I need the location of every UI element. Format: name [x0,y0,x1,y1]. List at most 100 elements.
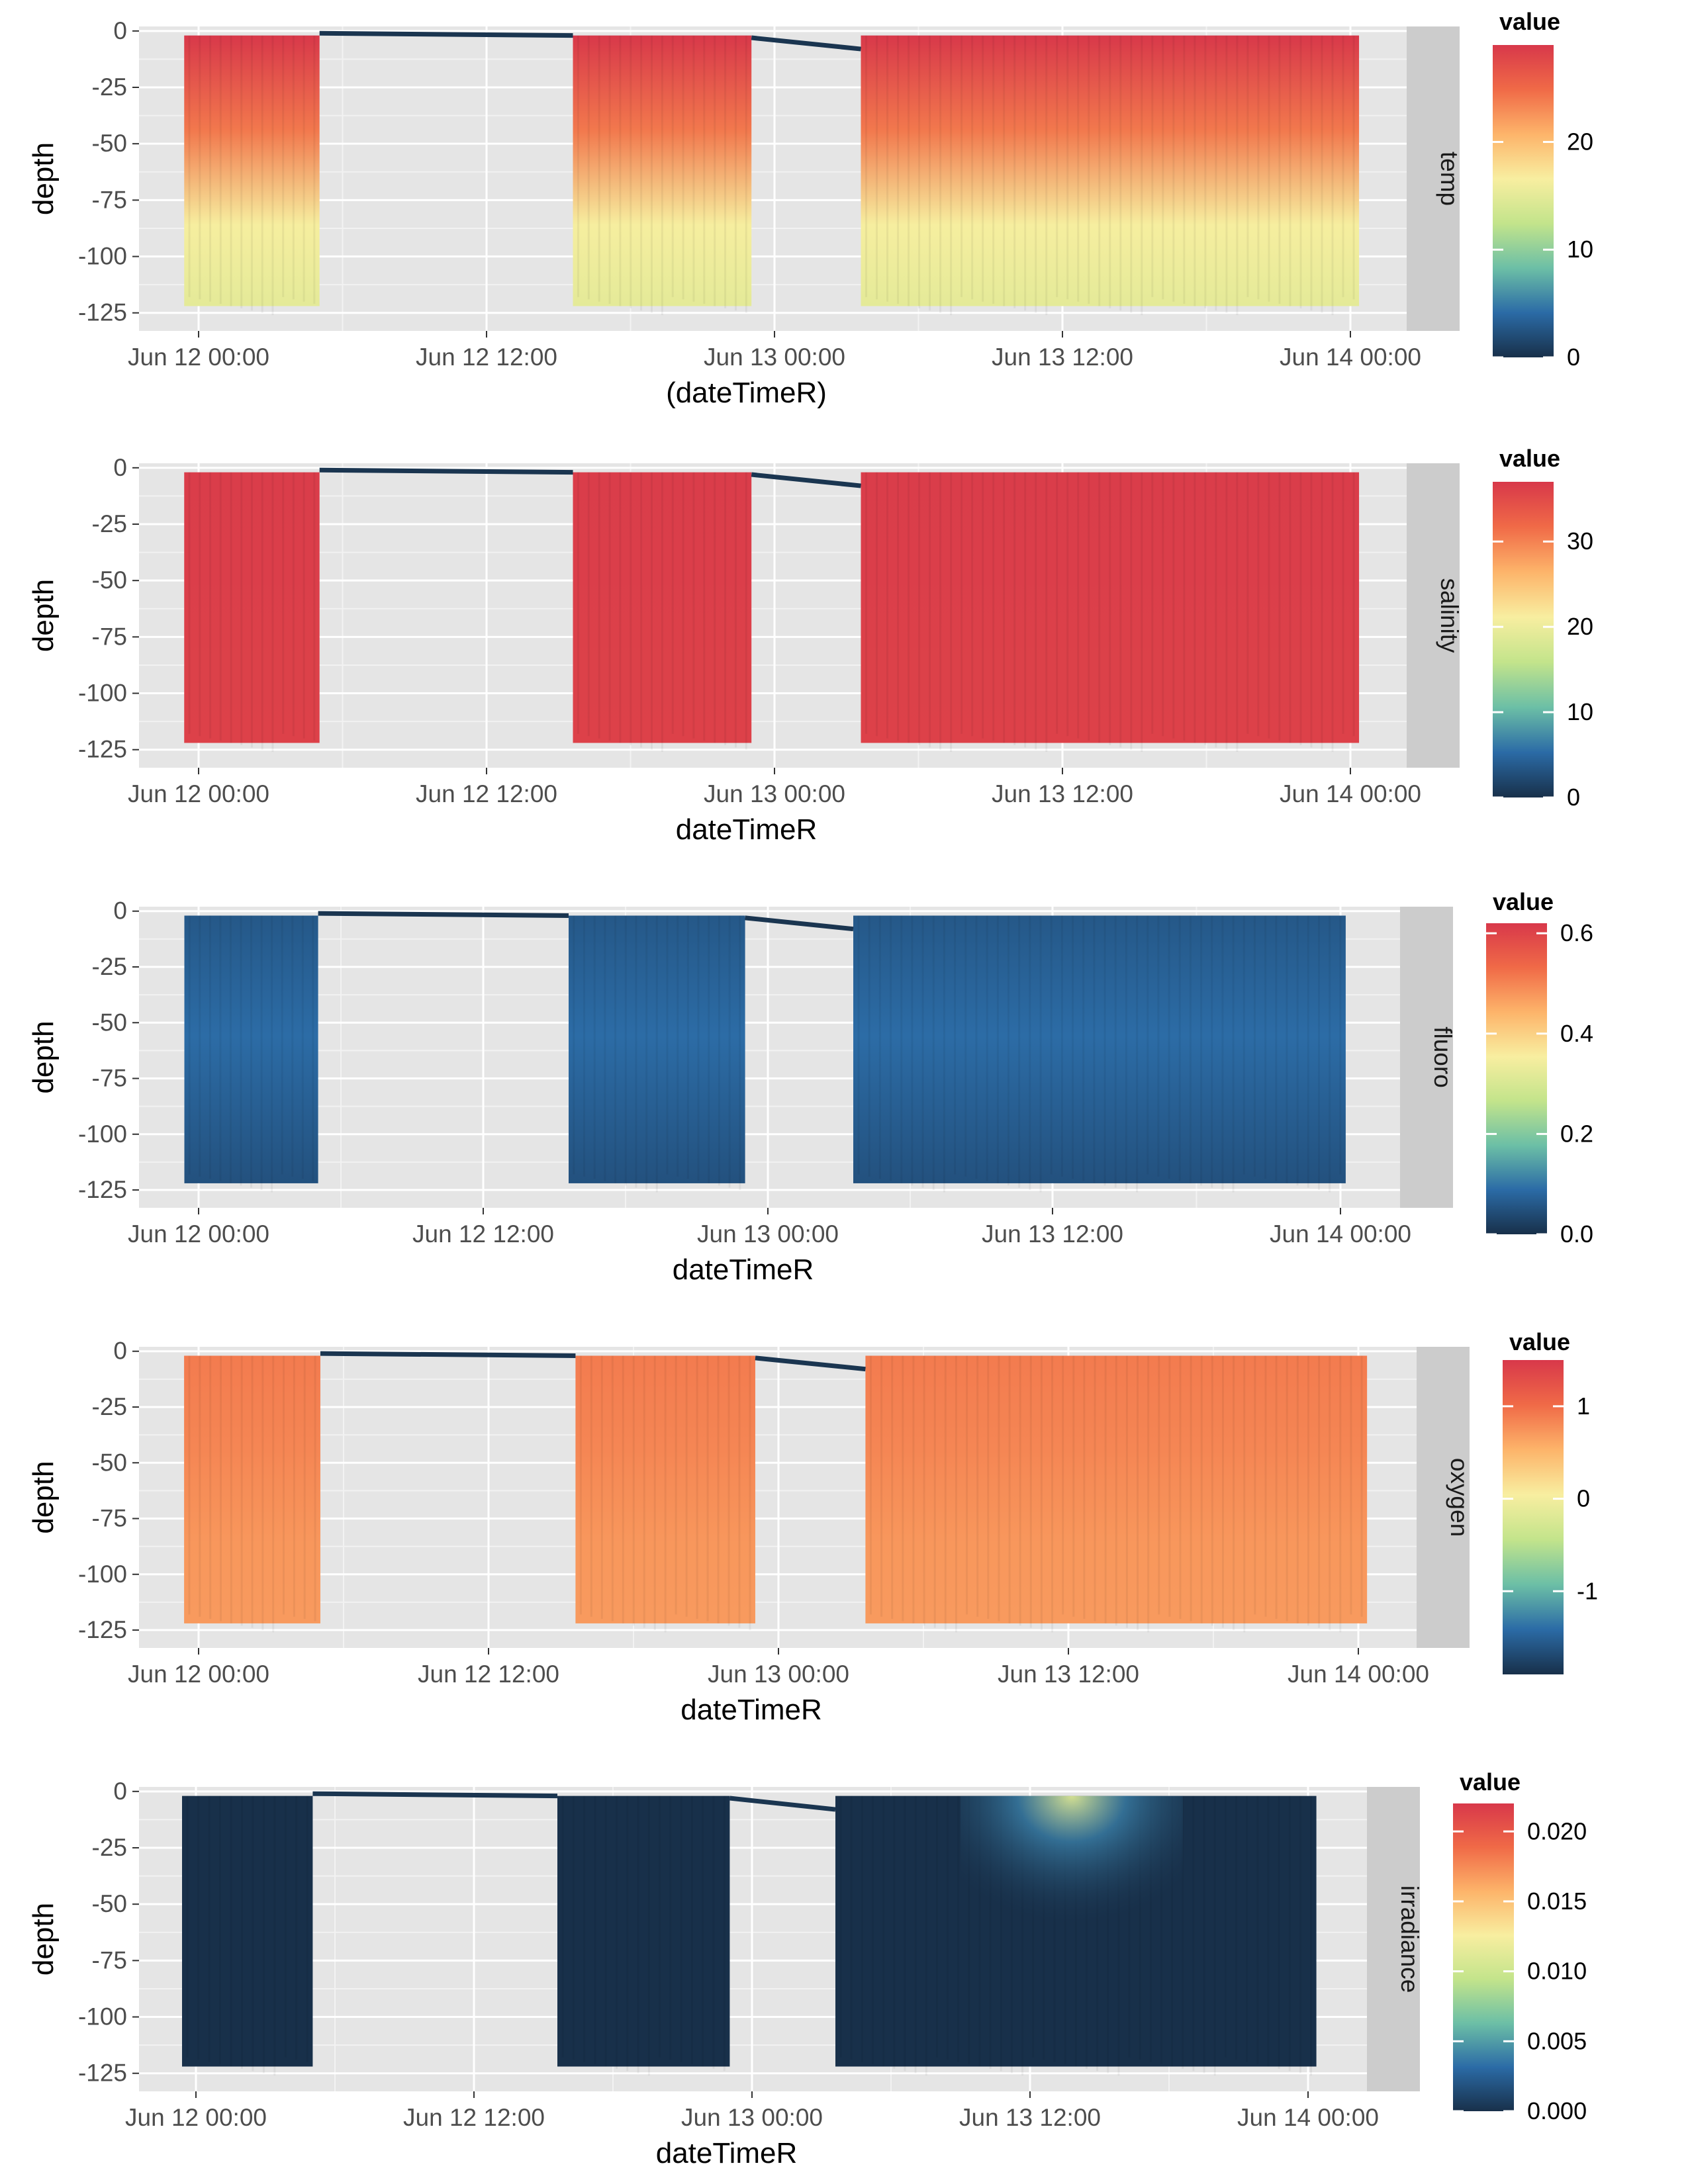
transit-track-line [755,1355,866,1372]
legend-tick-label: 0 [1567,784,1580,811]
legend-colorbar [1486,923,1547,1234]
x-tick-label: Jun 13 12:00 [982,1220,1123,1248]
panel-irradiance: 0 -25 -50 -75 -100 -125 Jun 12 00:00 Jun 12 12:… [27,1768,1587,2169]
x-tick-label: Jun 12 12:00 [416,343,557,371]
legend-tick-label: 0 [1577,1485,1590,1512]
y-tick-label: -25 [92,953,127,980]
x-tick-label: Jun 12 00:00 [128,1661,269,1688]
y-tick-label: -125 [78,1616,127,1643]
facet-strip-label: oxygen [1446,1458,1473,1537]
legend-colorbar [1493,482,1554,797]
legend-title: value [1499,445,1560,472]
x-tick-label: Jun 14 00:00 [1237,2104,1379,2131]
legend-title: value [1509,1328,1570,1355]
y-tick-label: 0 [113,1778,127,1805]
y-tick-label: -75 [92,623,127,650]
data-block-temp [573,35,752,306]
data-block-temp [861,35,1360,306]
legend-tick-label: 20 [1567,613,1593,640]
legend-colorbar [1503,1360,1564,1674]
facet-strip-label: irradiance [1396,1886,1423,1993]
y-tick-label: -125 [78,736,127,763]
transit-track-line [751,472,861,488]
x-tick-label: Jun 12 12:00 [416,780,557,807]
x-tick-label: Jun 13 12:00 [992,780,1133,807]
x-tick-label: Jun 14 00:00 [1280,780,1421,807]
legend-tick-label: 0 [1567,343,1580,371]
y-tick-label: 0 [113,17,127,44]
data-block-irradiance [182,1796,313,2067]
legend-tick-label: 0.020 [1527,1817,1587,1844]
facet-strip-fluoro [1400,907,1453,1208]
x-tick-label: Jun 13 00:00 [681,2104,823,2131]
facet-strip-label: salinity [1436,578,1463,653]
legend-tick-label: 10 [1567,698,1593,725]
y-axis-title: depth [27,579,60,652]
facet-strip-salinity [1407,463,1460,768]
x-tick-label: Jun 12 00:00 [125,2104,267,2131]
facet-strip-irradiance [1367,1787,1420,2091]
facet-strip-label: temp [1436,152,1463,206]
legend-tick-label: 10 [1567,236,1593,263]
y-tick-label: -25 [92,510,127,537]
y-tick-label: 0 [113,454,127,481]
x-tick-label: Jun 12 12:00 [412,1220,554,1248]
legend-tick-label: 20 [1567,128,1593,155]
y-tick-label: -75 [92,1946,127,1974]
legend-tick-label: 0.005 [1527,2027,1587,2054]
data-block-oxygen [184,1355,320,1623]
data-block-salinity [573,472,752,743]
transit-track-line [745,915,854,932]
legend-title: value [1499,8,1560,35]
data-block-fluoro [184,915,318,1183]
y-tick-label: -125 [78,1176,127,1203]
x-axis-title: dateTimeR [656,2137,798,2169]
legend-tick-label: 0.0 [1560,1220,1593,1248]
y-tick-label: 0 [113,1338,127,1365]
data-block-fluoro [569,915,745,1183]
y-axis-title: depth [27,1903,60,1976]
legend-tick-label: -1 [1577,1577,1598,1604]
legend-colorbar [1453,1803,1514,2111]
x-axis-title: (dateTimeR) [666,377,827,409]
transit-track-line [751,35,861,52]
x-axis-title: dateTimeR [676,813,818,846]
legend-tick-label: 0.6 [1560,919,1593,946]
transit-track-line [319,467,573,475]
x-tick-label: Jun 13 12:00 [959,2104,1101,2131]
y-tick-label: -100 [78,243,127,270]
legend-colorbar [1493,45,1554,357]
y-tick-label: -50 [92,1009,127,1036]
x-tick-label: Jun 14 00:00 [1288,1661,1429,1688]
data-block-oxygen [575,1355,755,1623]
data-block-oxygen [865,1355,1368,1623]
y-tick-label: -50 [92,1890,127,1917]
transit-track-line [319,30,573,38]
y-tick-label: -125 [78,299,127,326]
y-tick-label: -75 [92,1505,127,1532]
y-tick-label: -75 [92,186,127,213]
y-tick-label: -125 [78,2060,127,2087]
y-tick-label: -25 [92,1393,127,1420]
y-tick-label: -100 [78,2003,127,2030]
y-tick-label: -50 [92,1449,127,1476]
legend-tick-label: 1 [1577,1392,1590,1420]
x-tick-label: Jun 14 00:00 [1280,343,1421,371]
legend-title: value [1493,888,1554,915]
data-block-fluoro [853,915,1346,1183]
y-tick-label: -100 [78,1561,127,1588]
legend-tick-label: 0.000 [1527,2097,1587,2124]
y-tick-label: -25 [92,1834,127,1861]
facet-strip-label: fluoro [1429,1026,1456,1088]
y-tick-label: -100 [78,680,127,707]
legend-tick-label: 0.4 [1560,1020,1593,1047]
x-axis-title: dateTimeR [680,1694,822,1726]
x-tick-label: Jun 13 12:00 [998,1661,1139,1688]
y-tick-label: -25 [92,73,127,101]
legend-title: value [1460,1768,1521,1796]
y-tick-label: -75 [92,1065,127,1092]
x-tick-label: Jun 12 00:00 [128,1220,269,1248]
data-block-salinity [861,472,1360,743]
